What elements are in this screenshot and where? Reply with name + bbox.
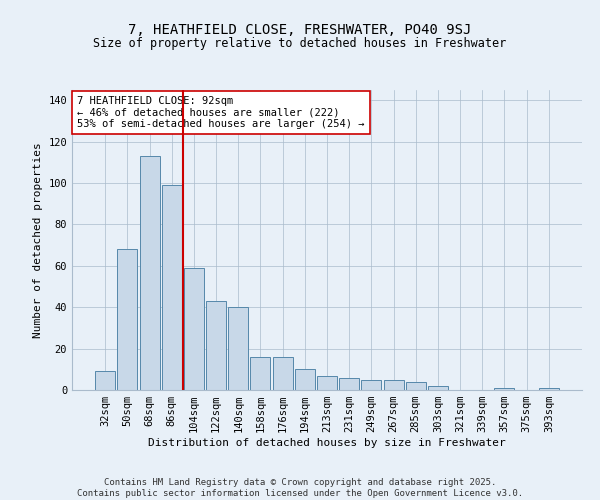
Bar <box>339 378 359 390</box>
Bar <box>428 386 448 390</box>
Text: Size of property relative to detached houses in Freshwater: Size of property relative to detached ho… <box>94 38 506 51</box>
Text: Contains HM Land Registry data © Crown copyright and database right 2025.
Contai: Contains HM Land Registry data © Crown c… <box>77 478 523 498</box>
Text: 7, HEATHFIELD CLOSE, FRESHWATER, PO40 9SJ: 7, HEATHFIELD CLOSE, FRESHWATER, PO40 9S… <box>128 22 472 36</box>
Bar <box>162 185 182 390</box>
Bar <box>494 388 514 390</box>
Bar <box>228 307 248 390</box>
Text: 7 HEATHFIELD CLOSE: 92sqm
← 46% of detached houses are smaller (222)
53% of semi: 7 HEATHFIELD CLOSE: 92sqm ← 46% of detac… <box>77 96 365 129</box>
Bar <box>406 382 426 390</box>
Bar <box>206 301 226 390</box>
Bar <box>250 357 271 390</box>
Bar <box>317 376 337 390</box>
Bar <box>184 268 204 390</box>
Bar <box>383 380 404 390</box>
X-axis label: Distribution of detached houses by size in Freshwater: Distribution of detached houses by size … <box>148 438 506 448</box>
Y-axis label: Number of detached properties: Number of detached properties <box>33 142 43 338</box>
Bar <box>272 357 293 390</box>
Bar <box>118 250 137 390</box>
Bar <box>361 380 382 390</box>
Bar <box>539 388 559 390</box>
Bar <box>295 370 315 390</box>
Bar <box>140 156 160 390</box>
Bar <box>95 372 115 390</box>
